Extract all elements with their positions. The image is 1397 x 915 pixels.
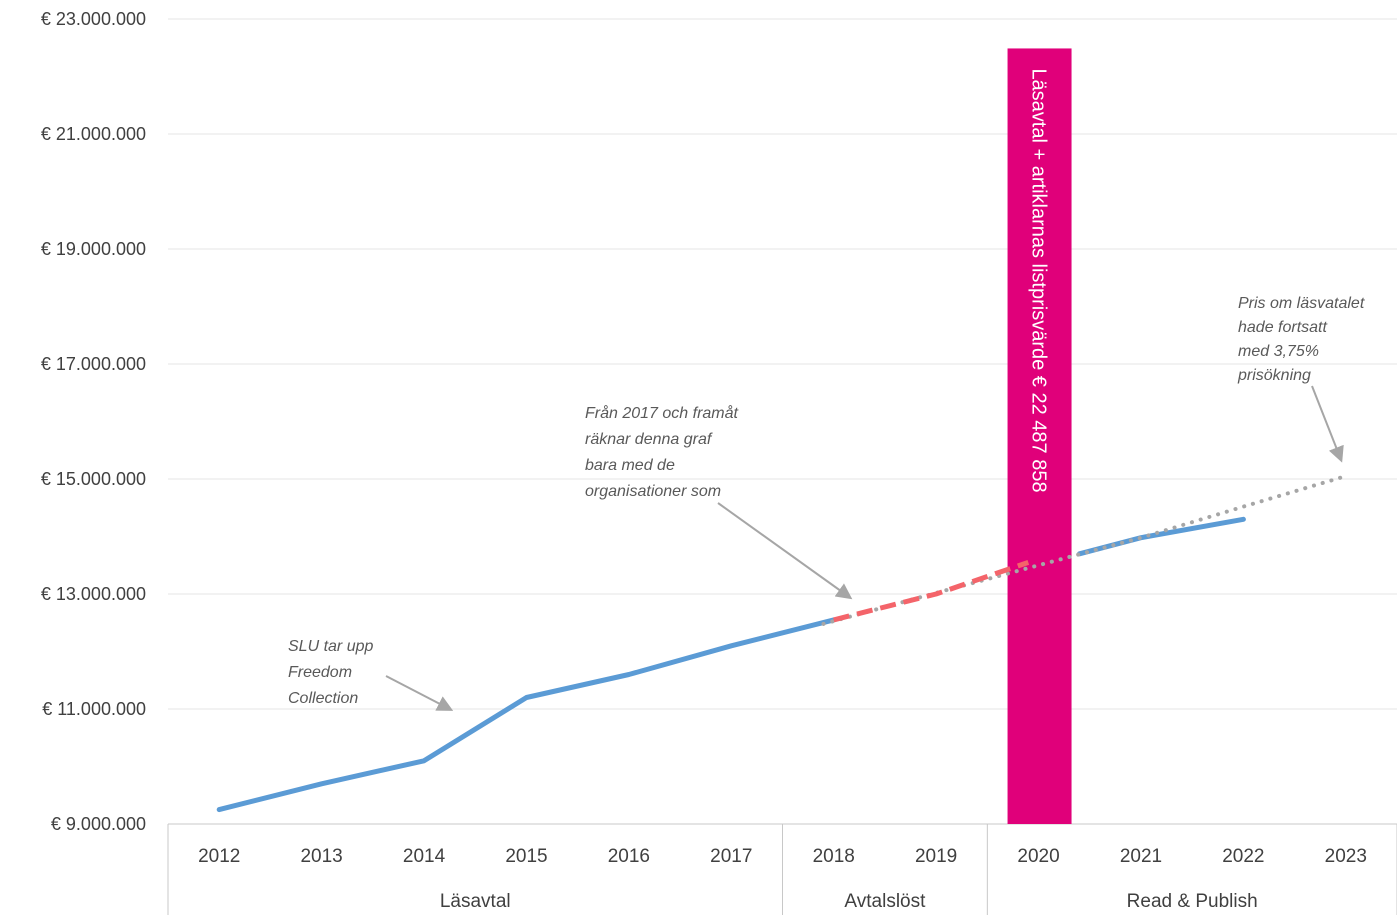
annotation-text: Från 2017 och framåt (585, 404, 739, 422)
series-line-dashed (833, 560, 1030, 623)
annotation-text: Pris om läsvatalet (1238, 295, 1365, 312)
x-tick-label: 2012 (198, 846, 240, 867)
x-tick-label: 2015 (505, 846, 547, 867)
annotation-text: hade fortsatt (1238, 319, 1328, 336)
annotation-text: SLU tar upp (288, 638, 373, 655)
highlight-bar-label: Läsavtal + artiklarnas listprisvärde € 2… (1028, 68, 1050, 492)
annotation-text: organisationer som (585, 483, 721, 500)
annotation-arrow (717, 502, 853, 600)
group-label: Avtalslöst (844, 891, 926, 912)
x-tick-label: 2019 (915, 846, 957, 867)
annotation-text: räknar denna graf (585, 431, 713, 448)
y-tick-label: € 13.000.000 (41, 584, 146, 604)
series-group (216, 474, 1348, 813)
group-label: Read & Publish (1127, 891, 1258, 912)
x-tick-label: 2021 (1120, 846, 1162, 867)
annotation-text: Collection (288, 690, 358, 707)
series-line-dotted (821, 474, 1348, 626)
x-tick-label: 2023 (1325, 846, 1367, 867)
x-tick-label: 2014 (403, 846, 446, 867)
x-tick-label: 2016 (608, 846, 650, 867)
series-line-solid (216, 617, 837, 813)
annotation-arrow (385, 675, 454, 711)
grid-lines (168, 18, 1397, 710)
annotations: SLU tar upp Freedom Collection Från 2017 oc… (288, 295, 1365, 711)
annotation-text: prisökning (1237, 367, 1311, 384)
annotation-text: med 3,75% (1238, 343, 1319, 360)
y-tick-label: € 19.000.000 (41, 239, 146, 259)
y-tick-label: € 21.000.000 (41, 124, 146, 144)
group-label: Läsavtal (440, 891, 511, 912)
y-tick-label: € 17.000.000 (41, 354, 146, 374)
x-tick-label: 2020 (1017, 846, 1059, 867)
annotation-text: Freedom (288, 664, 352, 681)
annotation-text: bara med de (585, 457, 675, 474)
x-tick-label: 2017 (710, 846, 752, 867)
x-tick-label: 2013 (300, 846, 342, 867)
annotation-arrow (1311, 385, 1344, 463)
x-tick-label: 2018 (813, 846, 855, 867)
y-tick-label: € 9.000.000 (51, 814, 146, 834)
tick-labels: € 9.000.000 € 11.000.000 € 13.000.000 € 15.… (41, 9, 1367, 912)
x-tick-label: 2022 (1222, 846, 1264, 867)
y-tick-label: € 11.000.000 (42, 699, 146, 719)
highlight-bar (1007, 48, 1072, 824)
x-axis (167, 823, 1397, 915)
y-tick-label: € 23.000.000 (41, 9, 146, 29)
highlight-bar-group: Läsavtal + artiklarnas listprisvärde € 2… (1007, 48, 1072, 824)
y-tick-label: € 15.000.000 (41, 469, 146, 489)
